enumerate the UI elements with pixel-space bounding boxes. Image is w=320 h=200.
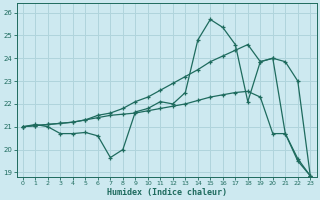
X-axis label: Humidex (Indice chaleur): Humidex (Indice chaleur) (107, 188, 227, 197)
